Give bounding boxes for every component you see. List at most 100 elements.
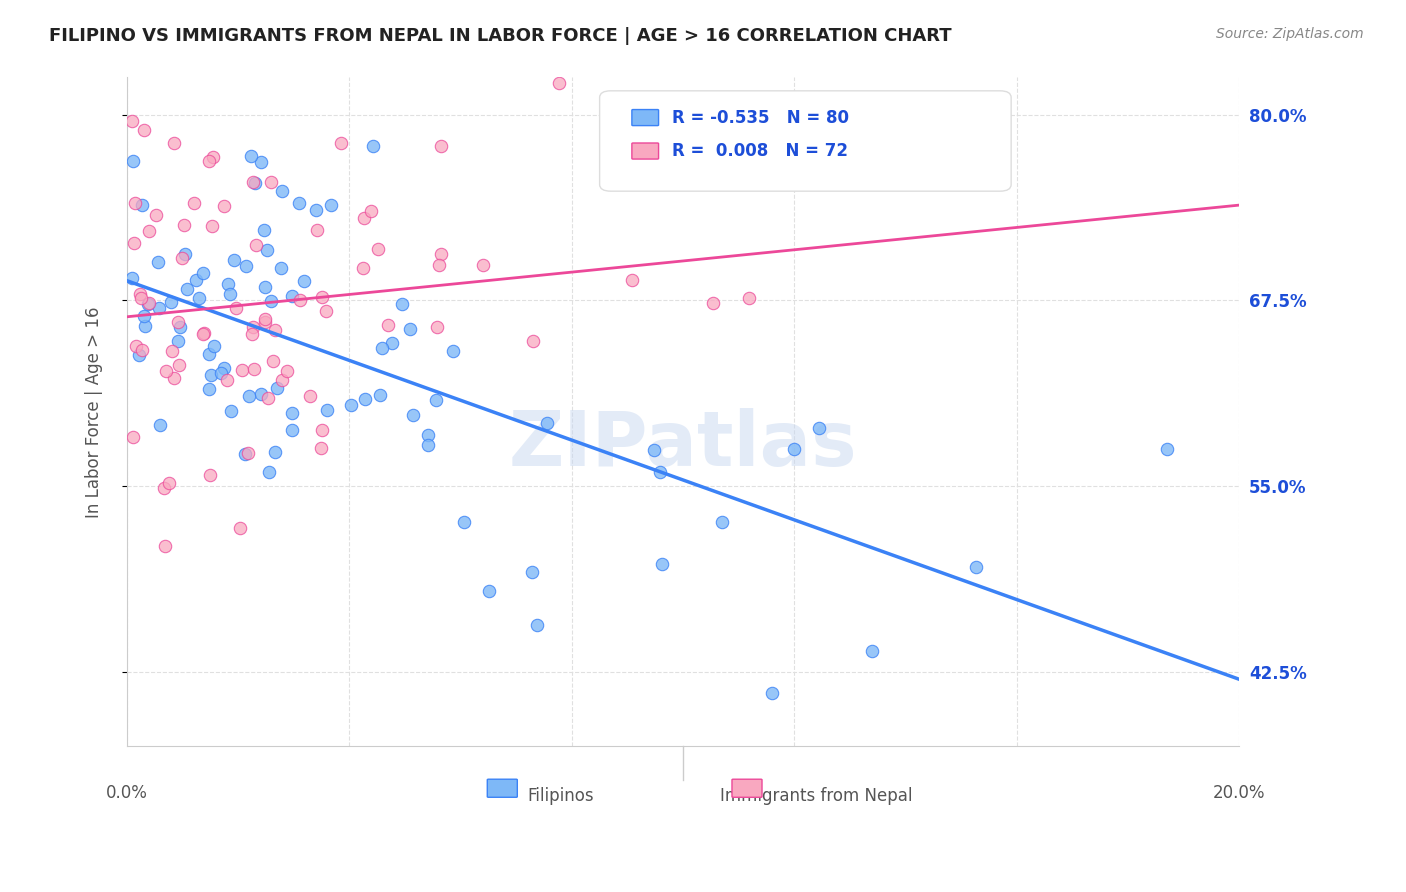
Point — [416, 427, 439, 442]
FancyBboxPatch shape — [733, 780, 762, 797]
Point — [160, 295, 183, 310]
Point — [217, 277, 239, 292]
Point — [299, 389, 322, 403]
Point — [353, 211, 375, 225]
Point — [367, 242, 389, 256]
Text: 0.0%: 0.0% — [105, 783, 148, 802]
Point — [250, 155, 273, 169]
Point — [620, 273, 643, 287]
Point — [121, 271, 143, 285]
Point — [242, 361, 264, 376]
Point — [191, 327, 214, 342]
Text: Filipinos: Filipinos — [527, 787, 593, 805]
Point — [198, 347, 221, 361]
Point — [125, 339, 148, 353]
Point — [257, 465, 280, 479]
Point — [276, 364, 298, 378]
Point — [329, 136, 352, 151]
Point — [148, 301, 170, 315]
Point — [121, 114, 143, 128]
Point — [309, 442, 332, 456]
Point — [183, 196, 205, 211]
Point — [174, 247, 197, 261]
Point — [1156, 442, 1178, 456]
Point — [264, 322, 287, 336]
Point — [219, 404, 242, 418]
Point — [212, 361, 235, 376]
Point — [965, 560, 987, 574]
Point — [138, 296, 160, 310]
Point — [381, 336, 404, 351]
Point — [281, 406, 304, 420]
Point — [643, 443, 665, 458]
Point — [169, 320, 191, 334]
Point — [155, 539, 177, 553]
Point — [132, 310, 155, 324]
Point — [215, 373, 238, 387]
Point — [198, 382, 221, 396]
Point — [212, 199, 235, 213]
Point — [266, 381, 288, 395]
Text: FILIPINO VS IMMIGRANTS FROM NEPAL IN LABOR FORCE | AGE > 16 CORRELATION CHART: FILIPINO VS IMMIGRANTS FROM NEPAL IN LAB… — [49, 27, 952, 45]
Point — [124, 196, 146, 211]
Point — [377, 318, 399, 333]
Point — [132, 123, 155, 137]
Point — [262, 354, 284, 368]
Point — [193, 326, 215, 341]
Point — [128, 349, 150, 363]
Point — [311, 290, 333, 304]
Point — [231, 363, 253, 377]
Point — [862, 644, 884, 658]
Point — [242, 175, 264, 189]
Point — [783, 442, 806, 456]
Text: ZIPatlas: ZIPatlas — [509, 409, 858, 483]
Point — [522, 334, 544, 348]
Point — [202, 150, 225, 164]
Point — [430, 246, 453, 260]
Point — [478, 584, 501, 599]
Point — [145, 208, 167, 222]
Point — [129, 286, 152, 301]
Point — [131, 343, 153, 357]
Point — [305, 222, 328, 236]
Point — [124, 235, 146, 250]
Point — [352, 261, 374, 276]
Point — [305, 203, 328, 218]
Point — [253, 311, 276, 326]
Point — [711, 515, 734, 529]
Point — [229, 521, 252, 535]
Point — [260, 175, 283, 189]
Point — [271, 373, 294, 387]
Point — [391, 297, 413, 311]
Point — [256, 243, 278, 257]
Point — [157, 475, 180, 490]
Point — [225, 301, 247, 315]
Point — [315, 303, 337, 318]
Point — [134, 318, 156, 333]
Point — [360, 204, 382, 219]
Point — [131, 197, 153, 211]
Point — [252, 223, 274, 237]
Point — [163, 371, 186, 385]
Point — [418, 438, 440, 452]
Point — [245, 238, 267, 252]
Point — [249, 387, 271, 401]
Point — [253, 315, 276, 329]
Text: Immigrants from Nepal: Immigrants from Nepal — [720, 787, 912, 805]
Text: R = -0.535   N = 80: R = -0.535 N = 80 — [672, 109, 849, 127]
Point — [651, 557, 673, 571]
Point — [650, 465, 672, 479]
Point — [186, 273, 208, 287]
Point — [354, 392, 377, 407]
Point — [536, 416, 558, 430]
Text: R =  0.008   N = 72: R = 0.008 N = 72 — [672, 142, 848, 160]
Point — [239, 149, 262, 163]
Point — [240, 326, 263, 341]
Point — [146, 255, 169, 269]
Point — [172, 251, 194, 265]
Point — [254, 279, 277, 293]
Point — [520, 565, 543, 579]
Point — [315, 402, 337, 417]
Point — [270, 260, 292, 275]
Point — [138, 224, 160, 238]
